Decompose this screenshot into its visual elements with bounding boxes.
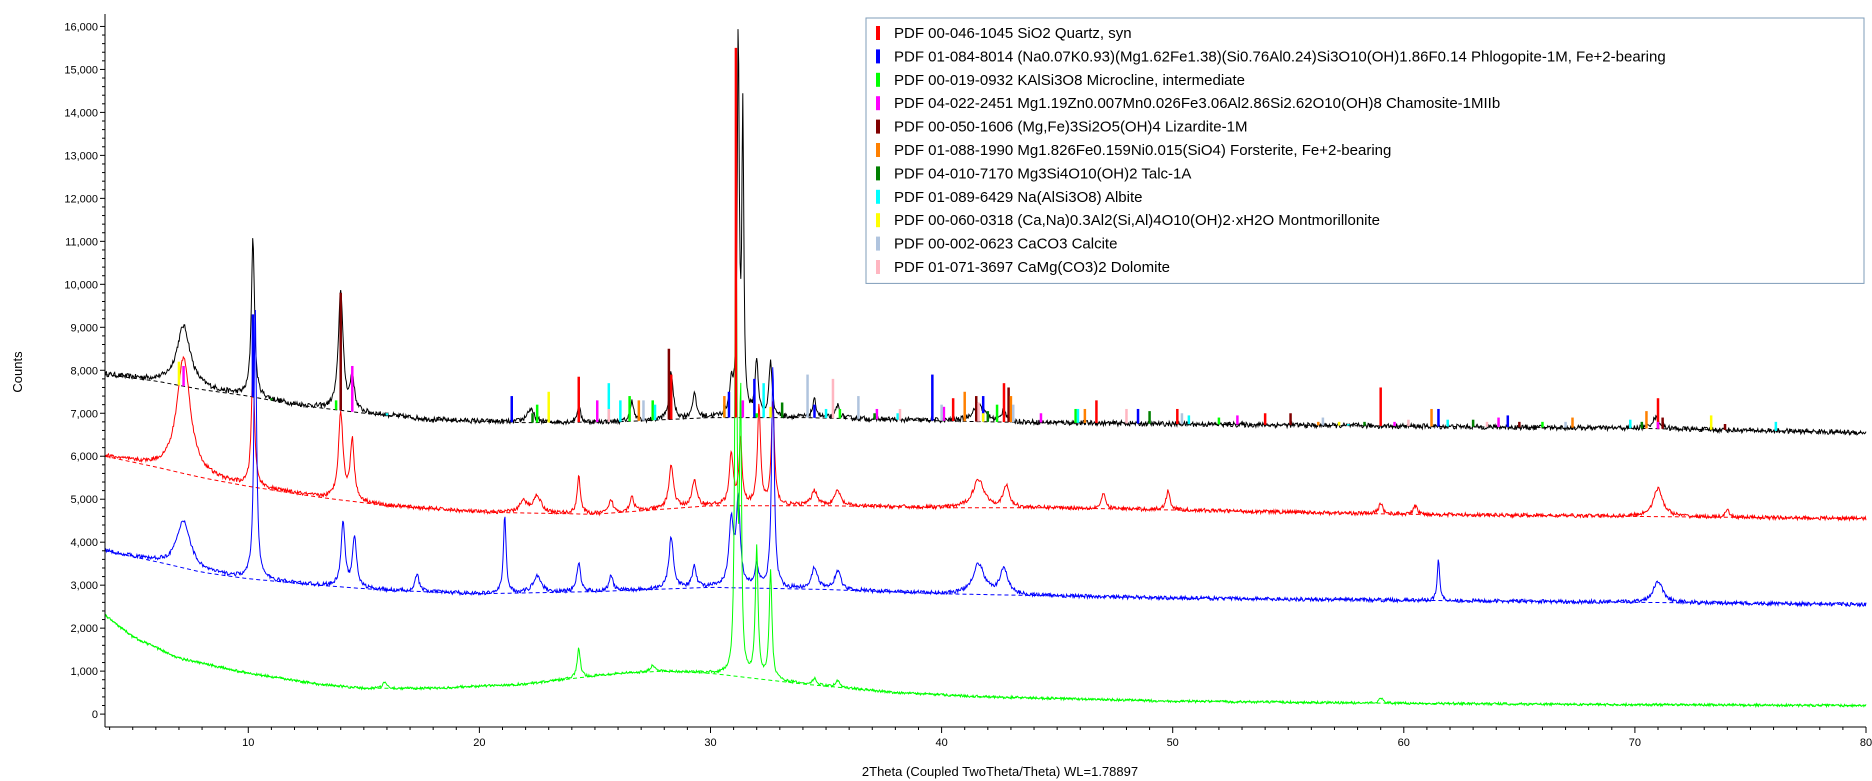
legend-swatch-0	[876, 26, 880, 40]
y-tick-label-4: 4,000	[70, 537, 98, 549]
y-tick-label-5: 5,000	[70, 494, 98, 506]
legend-entry-2: PDF 00-019-0932 KAlSi3O8 Microcline, int…	[894, 72, 1245, 89]
legend-swatch-3	[876, 96, 880, 111]
legend-swatch-10	[876, 260, 880, 274]
y-tick-label-8: 8,000	[70, 365, 98, 377]
legend-swatch-8	[876, 213, 880, 228]
x-tick-label-4: 50	[1167, 737, 1179, 749]
x-tick-label-1: 20	[473, 737, 485, 749]
y-tick-label-13: 13,000	[64, 150, 98, 162]
x-tick-label-0: 10	[242, 737, 254, 749]
series-line-0	[104, 29, 1867, 437]
background-line-2	[104, 550, 1862, 605]
legend-swatch-5	[876, 143, 880, 157]
legend-swatch-7	[876, 189, 880, 204]
legend-entry-5: PDF 01-088-1990 Mg1.826Fe0.159Ni0.015(Si…	[894, 142, 1391, 159]
legend-entry-6: PDF 04-010-7170 Mg3Si4O10(OH)2 Talc-1A	[894, 165, 1191, 182]
y-tick-label-11: 11,000	[65, 236, 98, 248]
series-line-2	[104, 309, 1867, 608]
x-axis-title: 2Theta (Coupled TwoTheta/Theta) WL=1.788…	[862, 764, 1138, 779]
y-tick-label-0: 0	[92, 709, 98, 721]
plot-area	[104, 29, 1867, 709]
x-tick-label-6: 70	[1629, 737, 1641, 749]
series-line-3	[104, 159, 1867, 709]
y-tick-label-9: 9,000	[70, 322, 98, 334]
y-tick-label-7: 7,000	[70, 408, 98, 420]
y-axis-title: Counts	[10, 351, 25, 393]
x-tick-label-2: 30	[704, 737, 716, 749]
legend-entry-0: PDF 00-046-1045 SiO2 Quartz, syn	[894, 25, 1132, 42]
legend-swatch-4	[876, 119, 880, 134]
legend-box	[865, 17, 1865, 284]
legend-swatch-9	[876, 236, 880, 251]
y-tick-label-3: 3,000	[70, 580, 98, 592]
y-tick-label-2: 2,000	[70, 623, 98, 635]
x-tick-label-7: 80	[1860, 737, 1872, 749]
y-tick-label-10: 10,000	[64, 279, 98, 291]
legend-entry-9: PDF 00-002-0623 CaCO3 Calcite	[894, 236, 1117, 253]
legend-entry-4: PDF 00-050-1606 (Mg,Fe)3Si2O5(OH)4 Lizar…	[894, 119, 1247, 136]
y-tick-label-16: 16,000	[64, 21, 98, 33]
y-tick-label-15: 15,000	[64, 64, 98, 76]
legend-entry-10: PDF 01-071-3697 CaMg(CO3)2 Dolomite	[894, 259, 1170, 276]
y-tick-label-6: 6,000	[70, 451, 98, 463]
legend-entry-7: PDF 01-089-6429 Na(AlSi3O8) Albite	[894, 189, 1142, 206]
x-tick-label-3: 40	[935, 737, 947, 749]
legend-swatch-1	[876, 49, 880, 64]
series-line-1	[104, 355, 1867, 522]
legend-swatch-6	[876, 166, 880, 181]
legend-entry-1: PDF 01-084-8014 (Na0.07K0.93)(Mg1.62Fe1.…	[894, 48, 1666, 65]
legend-swatch-2	[876, 72, 880, 87]
legend: PDF 00-046-1045 SiO2 Quartz, syn PDF 01-0…	[865, 17, 1865, 284]
x-tick-label-5: 60	[1398, 737, 1410, 749]
axes: 0 1,000 2,000 3,000 4,000 5,000 6,000 7,000 8,00…	[64, 14, 1872, 749]
legend-entry-8: PDF 00-060-0318 (Ca,Na)0.3Al2(Si,Al)4O10…	[894, 212, 1380, 229]
legend-entry-3: PDF 04-022-2451 Mg1.19Zn0.007Mn0.026Fe3.…	[894, 95, 1500, 112]
y-tick-label-14: 14,000	[64, 107, 98, 119]
y-tick-label-1: 1,000	[70, 666, 98, 678]
y-tick-label-12: 12,000	[64, 193, 98, 205]
